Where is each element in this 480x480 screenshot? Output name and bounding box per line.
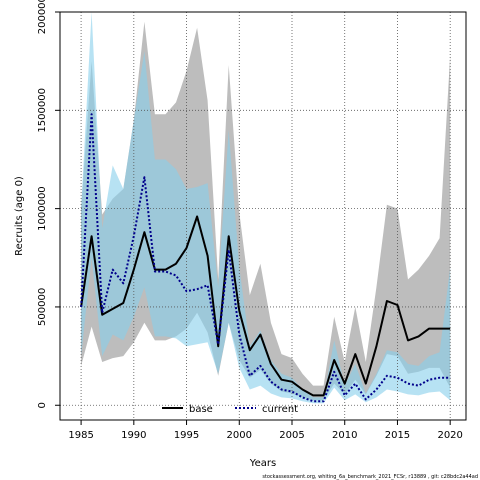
y-tick-label: 2000000 [37,0,48,34]
x-tick-label: 2010 [332,430,357,441]
y-tick-label: 1000000 [37,186,48,231]
x-tick-label: 2020 [437,430,462,441]
y-axis-title: Recruits (age 0) [14,176,25,256]
x-tick-label: 2000 [227,430,252,441]
y-axis: 0 500000 1000000 1500000 2000000 [37,0,60,408]
x-tick-label: 1995 [174,430,199,441]
x-tick-label: 1990 [121,430,146,441]
band-current [81,12,451,404]
y-tick-label: 500000 [37,288,48,326]
legend: base current [162,404,298,415]
series-line-base [80,215,451,397]
footer-note: stockassessment.org, whiting_6a_benchmar… [262,474,478,480]
y-tick-label: 1500000 [37,88,48,133]
x-axis: 1985 1990 1995 2000 2005 2010 2015 2020 [68,420,463,441]
confidence-bands [81,12,451,404]
x-tick-label: 2015 [385,430,410,441]
plot-frame [59,11,467,421]
grid-lines [60,11,466,420]
x-axis-title: Years [249,458,276,469]
legend-label-base: base [189,404,213,415]
y-tick-label: 0 [37,402,48,408]
x-tick-label: 2005 [279,430,304,441]
series-lines [80,113,451,403]
legend-label-current: current [262,404,298,415]
x-tick-label: 1985 [68,430,93,441]
